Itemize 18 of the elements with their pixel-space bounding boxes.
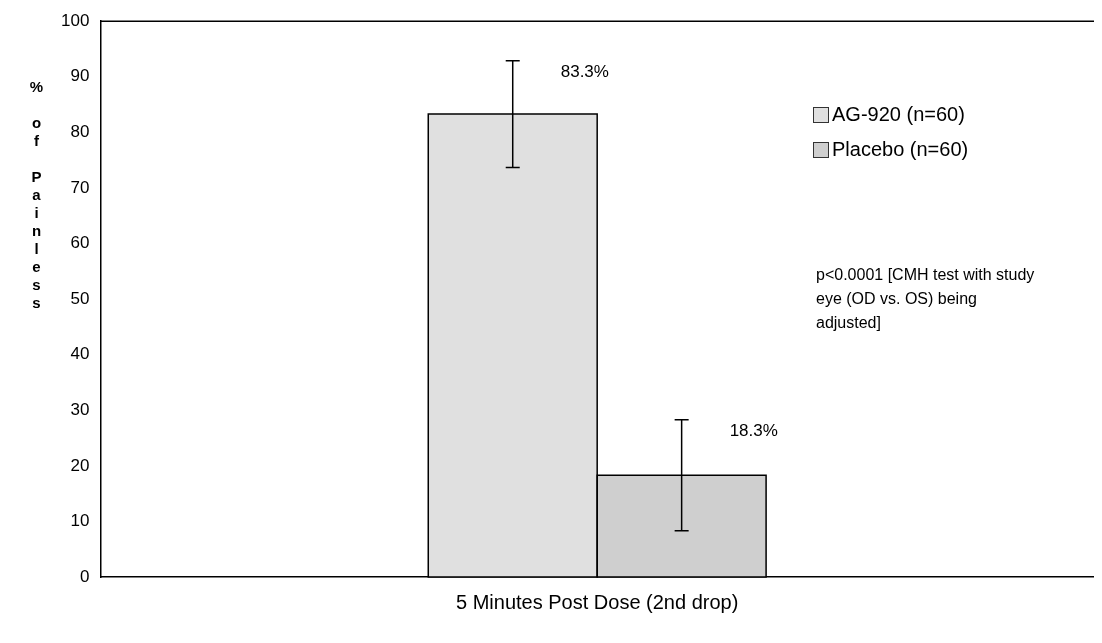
y-tick-label: 80	[70, 122, 90, 142]
legend-label: Placebo (n=60)	[832, 138, 969, 161]
legend-label: AG-920 (n=60)	[832, 103, 965, 126]
y-tick-label: 30	[70, 399, 90, 419]
y-tick-label: 70	[70, 177, 90, 197]
annotation: p<0.0001 [CMH test with study eye (OD vs. OS) being adjusted]	[816, 265, 1036, 333]
y-tick-label: 10	[70, 511, 90, 531]
y-tick-label: 0	[79, 566, 90, 586]
y-tick-label: 40	[70, 344, 90, 364]
y-tick-label: 100	[60, 10, 90, 30]
x-tick-label: 5 Minutes Post Dose (2nd drop)	[455, 590, 739, 613]
y-tick-label: 20	[70, 455, 90, 475]
y-tick-label: 60	[70, 233, 90, 253]
data-label: 83.3%	[560, 62, 609, 82]
y-tick-label: 50	[70, 288, 90, 308]
data-label: 18.3%	[729, 421, 778, 441]
y-tick-label: 90	[70, 66, 90, 86]
y-axis-title: % of Painless	[28, 78, 45, 312]
